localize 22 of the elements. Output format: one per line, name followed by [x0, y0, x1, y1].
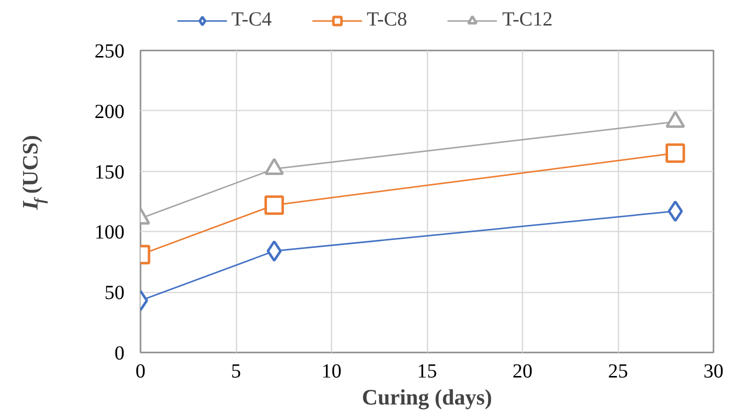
x-tick-label: 25	[608, 360, 628, 382]
y-tick-label: 100	[94, 222, 124, 244]
point	[266, 240, 282, 262]
y-tick-label: 250	[94, 40, 124, 62]
x-tick-label: 5	[231, 360, 241, 382]
x-axis-title: Curing (days)	[362, 384, 492, 410]
y-tick-label: 150	[94, 161, 124, 184]
point	[666, 110, 686, 128]
x-tick-label: 10	[322, 360, 342, 382]
legend-label: T-C8	[366, 8, 408, 32]
x-tick-label: 20	[512, 360, 532, 382]
y-tick-label: 0	[114, 342, 124, 364]
x-tick-label: 30	[704, 360, 724, 382]
point	[264, 158, 284, 176]
y-tick-label: 200	[94, 100, 124, 123]
legend-label: T-C4	[231, 8, 272, 32]
x-tick-label: 0	[136, 360, 146, 382]
legend-label: T-C12	[502, 8, 553, 32]
y-tick-label: 50	[104, 282, 124, 304]
y-axis-title: If (UCS)	[18, 135, 48, 211]
point	[668, 200, 683, 222]
x-tick-label: 15	[417, 360, 437, 382]
